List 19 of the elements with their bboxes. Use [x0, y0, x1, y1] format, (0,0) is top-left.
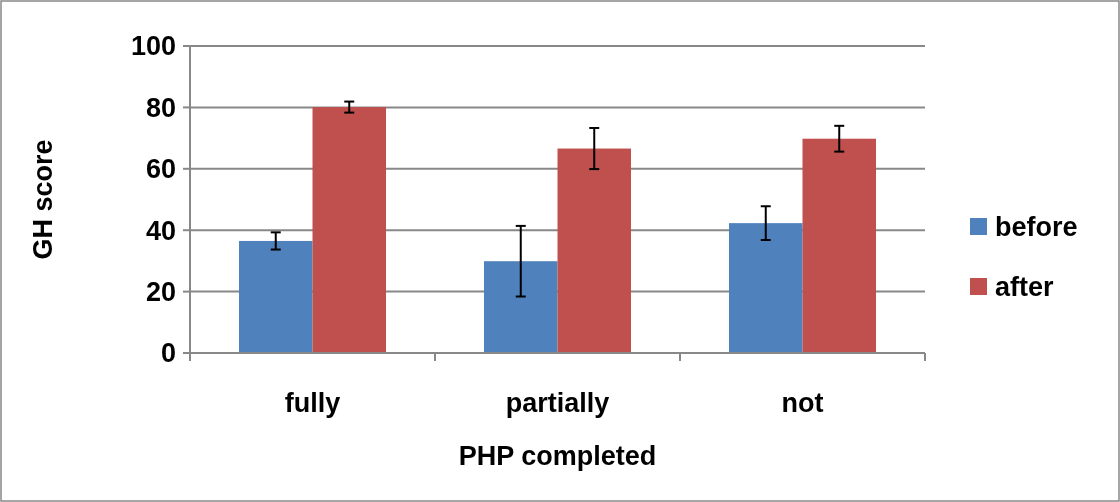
bar: [802, 138, 876, 353]
bar: [239, 240, 313, 353]
x-tick-label: fully: [284, 388, 341, 418]
bar: [729, 223, 803, 353]
y-axis-title: GH score: [28, 139, 58, 260]
y-tick-label: 0: [160, 338, 176, 369]
y-tick-label: 60: [145, 154, 176, 185]
bar: [557, 148, 631, 353]
y-tick-label: 100: [130, 31, 176, 62]
y-tick-label: 40: [145, 215, 176, 246]
x-tick-label: not: [781, 388, 824, 418]
y-tick-label: 20: [145, 277, 176, 308]
legend-label: before: [995, 212, 1078, 243]
legend-label: after: [995, 272, 1055, 303]
x-tick-label: partially: [505, 388, 610, 418]
bar: [484, 261, 558, 353]
bar: [312, 107, 386, 353]
y-tick-label: 80: [145, 92, 176, 123]
x-axis-title: PHP completed: [458, 441, 657, 471]
